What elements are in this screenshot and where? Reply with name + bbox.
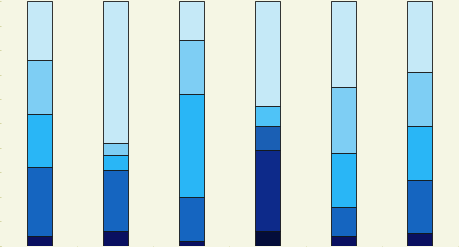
Bar xyxy=(408,126,432,180)
Bar xyxy=(27,60,51,114)
Bar xyxy=(27,236,51,246)
Bar xyxy=(331,153,356,206)
Bar xyxy=(255,150,280,231)
Bar xyxy=(27,114,51,167)
Bar xyxy=(103,143,128,155)
Bar xyxy=(331,236,356,246)
Bar xyxy=(27,1,51,60)
Bar xyxy=(331,87,356,153)
Bar xyxy=(103,231,128,246)
Bar xyxy=(408,1,432,72)
Bar xyxy=(103,155,128,170)
Bar xyxy=(27,167,51,236)
Bar xyxy=(408,233,432,246)
Bar xyxy=(331,1,356,87)
Bar xyxy=(179,94,204,197)
Bar xyxy=(255,106,280,126)
Bar xyxy=(179,197,204,241)
Bar xyxy=(103,170,128,231)
Bar xyxy=(331,206,356,236)
Bar xyxy=(255,231,280,246)
Bar xyxy=(255,1,280,106)
Bar xyxy=(179,241,204,246)
Bar xyxy=(179,41,204,94)
Bar xyxy=(103,1,128,143)
Bar xyxy=(408,180,432,233)
Bar xyxy=(408,72,432,126)
Bar xyxy=(255,126,280,150)
Bar xyxy=(179,1,204,41)
